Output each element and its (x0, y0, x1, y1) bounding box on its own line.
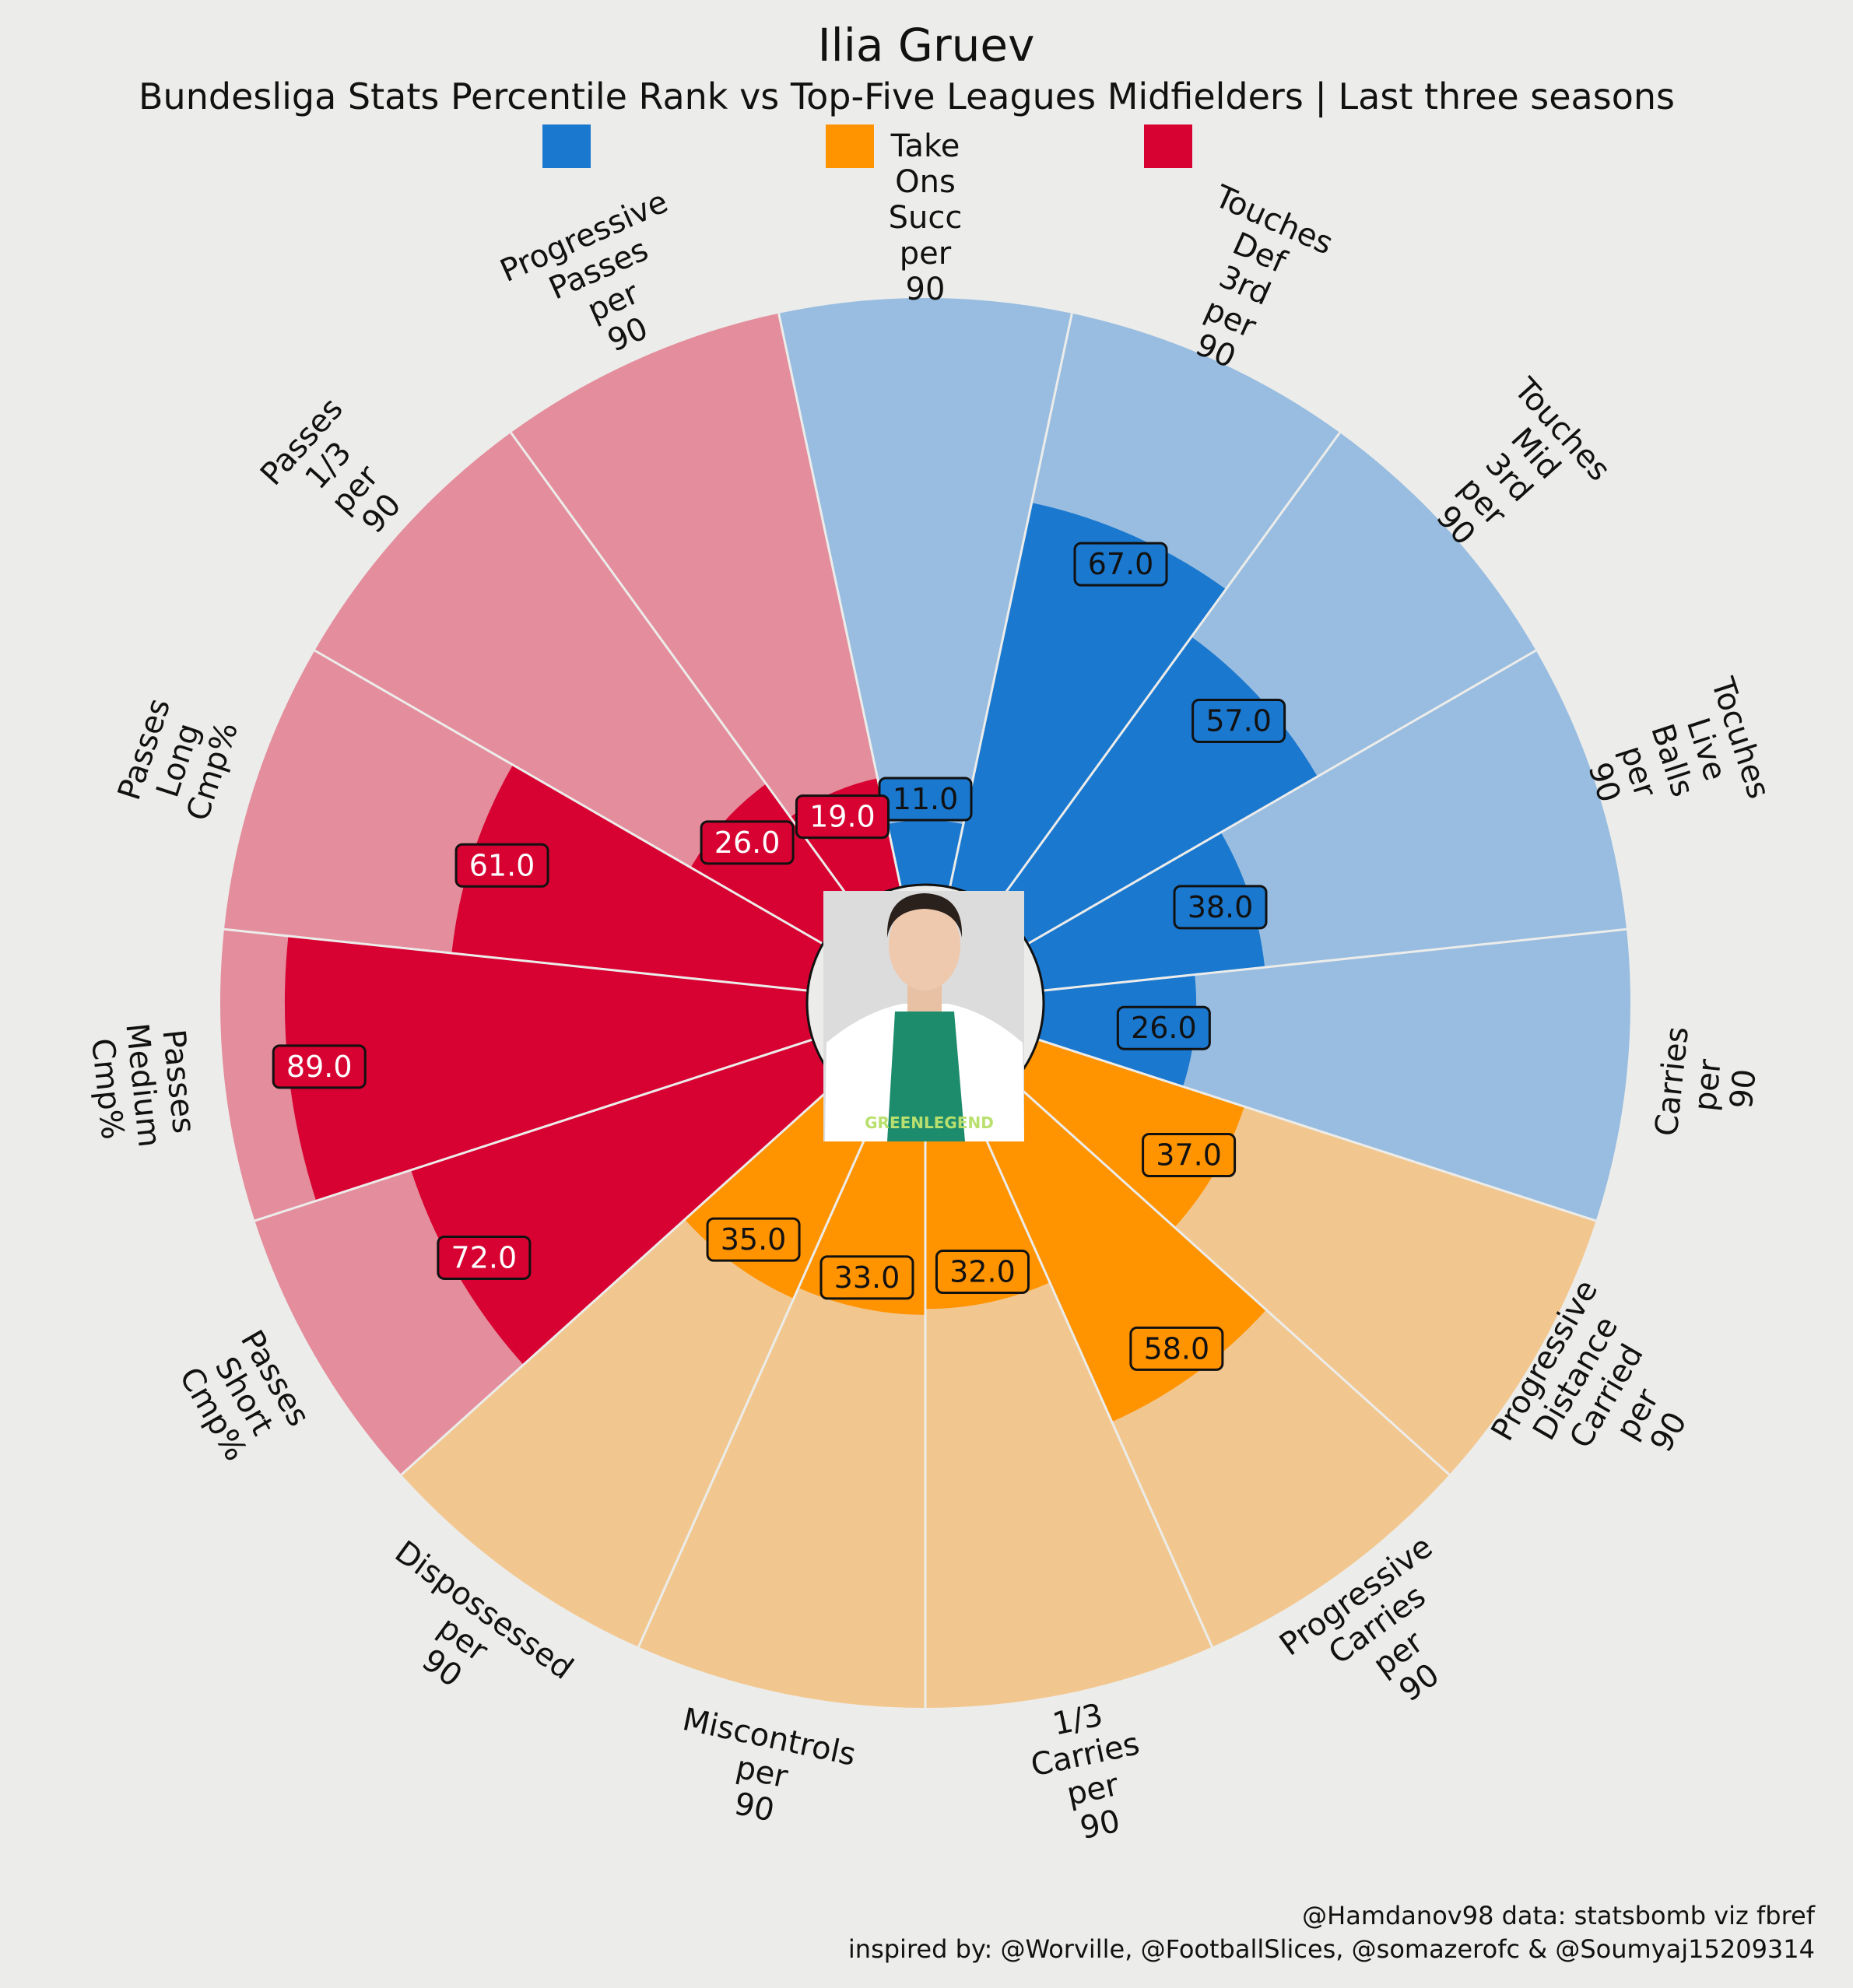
value-label-box (1173, 885, 1268, 930)
category-label: PassesShortCmp% (171, 1324, 316, 1468)
credit-line-1: @Hamdanov98 data: statsbomb viz fbref (1302, 1901, 1816, 1930)
value-label-box (1073, 542, 1168, 587)
value-label-box (1116, 1005, 1211, 1050)
value-label: 33.0 (834, 1260, 900, 1295)
value-label-box (819, 1255, 914, 1300)
value-label: 26.0 (1131, 1011, 1197, 1045)
wedge-divider (1037, 1038, 1597, 1222)
chart-subtitle: Bundesliga Stats Percentile Rank vs Top-… (139, 75, 1675, 118)
category-label: Miscontrolsper90 (665, 1702, 859, 1843)
wedge-divider (1012, 1081, 1451, 1476)
value-label: 38.0 (1188, 890, 1254, 924)
category-labels: Take Ons Succ per 90TouchesDef3rdper90Touche… (83, 128, 1777, 1853)
value-label-box (454, 843, 549, 888)
value-label: 26.0 (714, 826, 781, 860)
value-wedge (1027, 832, 1265, 991)
value-label-box (272, 1044, 367, 1089)
legend-swatch-carrying (826, 124, 874, 168)
value-label: 37.0 (1156, 1138, 1222, 1172)
player-face (889, 900, 960, 990)
value-label: 61.0 (469, 848, 535, 882)
legend-swatch-possession (542, 124, 591, 168)
category-label: PassesMediumCmp% (83, 1018, 203, 1153)
value-label-box (437, 1235, 532, 1280)
credit-line-2: inspired by: @Worville, @FootballSlices,… (848, 1934, 1815, 1964)
value-label-box (795, 794, 890, 840)
legend-swatch-passing (1144, 124, 1192, 168)
category-label-line: 90 (906, 272, 946, 307)
wedge-divider (254, 1038, 813, 1222)
value-wedge (887, 820, 963, 888)
value-label: 58.0 (1144, 1331, 1210, 1366)
value-label: 57.0 (1206, 703, 1272, 738)
category-label-line: per (1687, 1057, 1728, 1113)
background-wedge (511, 313, 901, 908)
category-label-line: 90 (1724, 1068, 1764, 1110)
value-label-box (1142, 1132, 1237, 1177)
category-label-line: per (900, 236, 952, 272)
wedge-divider (1027, 649, 1537, 945)
category-label-line: Succ (889, 200, 963, 236)
value-label: 19.0 (809, 800, 876, 834)
wedge-divider (637, 1110, 879, 1648)
value-label: 11.0 (893, 782, 959, 816)
value-label: 89.0 (286, 1050, 353, 1084)
value-label: 35.0 (721, 1222, 787, 1257)
wedge-divider (972, 1110, 1213, 1648)
value-wedge (411, 1039, 838, 1365)
player-photo: GREENLEGEND (805, 883, 1045, 1141)
value-label: 32.0 (949, 1255, 1016, 1289)
chart-title: Ilia Gruev (818, 19, 1035, 72)
value-wedge (949, 503, 1227, 908)
category-label: 1/3Carriesper90 (1020, 1691, 1157, 1853)
value-label: 67.0 (1088, 547, 1154, 581)
value-labels: 11.0 67.0 57.0 38.0 26.0 37.0 58.0 32.0 33.0 35.0… (272, 542, 1286, 1371)
category-label: Carriesper90 (1648, 1025, 1767, 1145)
wedge-divider (223, 927, 808, 992)
category-label-line: Take (890, 128, 960, 164)
value-label: 72.0 (451, 1240, 518, 1274)
category-label-line: Carries (1648, 1025, 1696, 1138)
value-label-box (935, 1250, 1030, 1295)
wedge-dividers (223, 313, 1627, 1708)
value-wedge (451, 765, 823, 991)
value-wedge (1012, 1039, 1244, 1228)
wedge-divider (994, 432, 1341, 908)
player-kit-text: GREENLEGEND (865, 1113, 994, 1132)
wedge-divider (400, 1081, 839, 1476)
value-label-box (700, 820, 795, 865)
background-wedge (314, 433, 856, 944)
category-label: Take Ons Succ per 90 (889, 128, 963, 307)
wedge-divider (1043, 927, 1627, 992)
player-hair (886, 893, 963, 938)
value-label-box (706, 1217, 801, 1262)
value-wedge (284, 935, 813, 1201)
legend (542, 124, 1192, 168)
category-label-line: 90 (732, 1786, 777, 1829)
value-label-box (1191, 698, 1286, 743)
player-shirt-green (887, 1012, 965, 1141)
category-label-line: 90 (1077, 1804, 1123, 1847)
value-label-box (1129, 1326, 1224, 1371)
category-label: PassesLongCmp% (111, 694, 246, 826)
wedge-divider (314, 649, 824, 945)
category-label-line: Ons (895, 164, 956, 200)
background-wedge (778, 298, 1072, 888)
